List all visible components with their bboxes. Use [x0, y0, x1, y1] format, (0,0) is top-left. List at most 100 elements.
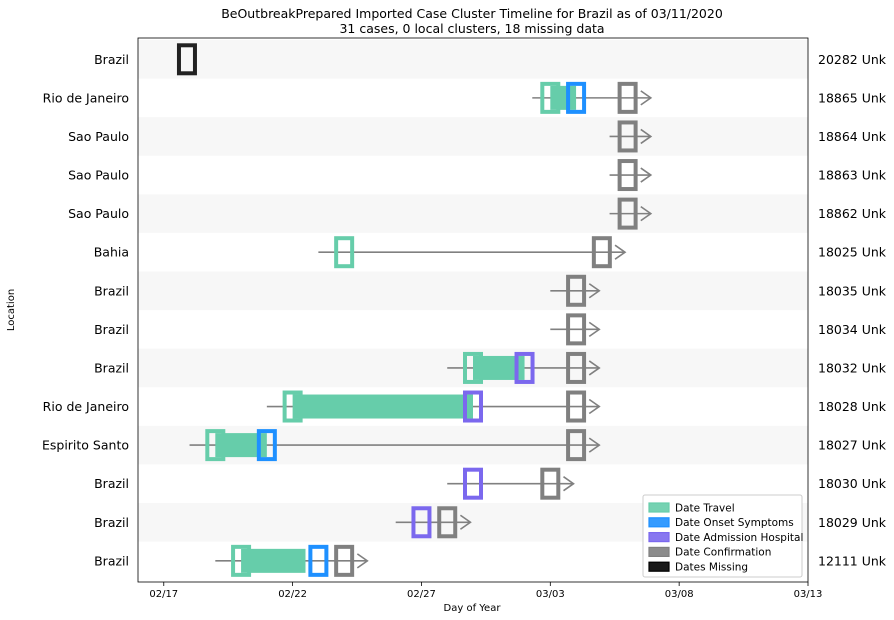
confirmation-date-marker	[566, 313, 587, 346]
travel-start-marker	[282, 390, 303, 423]
case-id-label: 18863 Unk	[818, 168, 887, 183]
case-timeline-arrowhead	[563, 476, 575, 492]
row-band	[138, 40, 808, 79]
legend-swatch-admission	[648, 531, 670, 543]
row-band	[138, 271, 808, 311]
case-id-label: 20282 Unk	[818, 52, 887, 67]
confirmation-date-marker	[617, 159, 638, 192]
case-id-label: 18032 Unk	[818, 360, 887, 375]
case-id-label: 18027 Unk	[818, 438, 887, 453]
row-bands	[138, 40, 808, 542]
case-row-0	[176, 43, 197, 76]
travel-period-bar	[292, 394, 473, 419]
timeline-marks	[176, 43, 653, 577]
case-row-6	[550, 274, 601, 307]
y-axis-label: Location	[6, 289, 17, 331]
location-label: Brazil	[94, 283, 129, 298]
confirmation-date-marker	[617, 81, 638, 114]
legend: Date Travel Date Onset Symptoms Date Admis…	[642, 494, 803, 578]
case-timeline-arrowhead	[459, 514, 472, 530]
case-timeline-arrowhead	[588, 321, 601, 338]
x-axis-ticks: 02/17 02/22 02/27 03/03 03/08 03/13	[149, 582, 822, 600]
case-row-1	[532, 81, 653, 114]
case-row-7	[550, 313, 601, 346]
case-timeline-arrowhead	[640, 128, 653, 145]
location-label: Bahia	[94, 245, 129, 260]
travel-start-marker	[231, 544, 252, 577]
confirmation-date-marker	[540, 467, 561, 500]
case-row-3	[609, 159, 653, 192]
x-tick-label: 03/08	[665, 589, 694, 600]
case-id-label: 18028 Unk	[818, 399, 887, 414]
case-row-11	[447, 467, 575, 500]
case-id-label: 18029 Unk	[818, 515, 887, 530]
case-timeline-arrowhead	[614, 244, 627, 260]
case-row-5	[318, 236, 627, 269]
location-label: Sao Paulo	[68, 168, 129, 183]
onset-date-marker	[256, 429, 277, 462]
case-id-labels: 20282 Unk 18865 Unk 18864 Unk 18863 Unk 1886…	[818, 52, 887, 569]
chart-title-line-2: 31 cases, 0 local clusters, 18 missing d…	[339, 21, 604, 36]
row-band	[138, 117, 808, 156]
case-timeline-arrowhead	[588, 283, 601, 299]
legend-frame	[642, 494, 803, 578]
case-row-12	[395, 506, 472, 539]
admission-date-marker	[463, 390, 483, 423]
case-row-8	[447, 351, 601, 384]
location-label: Brazil	[94, 360, 129, 375]
case-row-4	[609, 197, 653, 230]
travel-start-marker	[540, 81, 561, 114]
case-timeline-arrowhead	[640, 205, 653, 222]
confirmation-date-marker	[566, 274, 587, 307]
confirmation-date-marker	[617, 197, 638, 230]
location-label: Espirito Santo	[42, 438, 129, 453]
admission-date-marker	[514, 351, 535, 384]
case-id-label: 18865 Unk	[818, 90, 887, 105]
case-id-label: 18034 Unk	[818, 322, 887, 337]
chart-title-line-1: BeOutbreakPrepared Imported Case Cluster…	[221, 6, 723, 21]
plot-frame	[137, 37, 809, 583]
confirmation-date-marker	[566, 390, 587, 423]
legend-label-missing: Dates Missing	[675, 562, 748, 574]
x-axis-label: Day of Year	[444, 603, 502, 614]
legend-label-confirmation: Date Confirmation	[675, 547, 771, 559]
travel-start-marker	[205, 429, 226, 462]
location-label: Brazil	[94, 515, 129, 530]
x-tick-label: 02/22	[278, 589, 307, 600]
case-id-label: 18035 Unk	[818, 283, 887, 298]
legend-label-travel: Date Travel	[675, 502, 735, 514]
case-timeline-arrowhead	[356, 553, 369, 569]
y-axis-location-labels: Brazil Rio de Janeiro Sao Paulo Sao Paulo Sa…	[42, 52, 129, 569]
legend-swatch-missing	[648, 561, 670, 572]
location-label: Sao Paulo	[68, 206, 129, 221]
x-tick-label: 03/13	[794, 589, 823, 600]
onset-date-marker	[308, 544, 329, 577]
onset-date-marker	[566, 81, 587, 114]
location-label: Rio de Janeiro	[43, 90, 129, 105]
legend-swatch-travel	[648, 502, 670, 513]
case-id-label: 18030 Unk	[818, 476, 887, 491]
legend-label-admission: Date Admission Hospital	[675, 532, 803, 544]
case-id-label: 18864 Unk	[818, 129, 887, 144]
case-id-label: 18025 Unk	[818, 245, 887, 260]
travel-period-bar	[550, 85, 577, 110]
x-tick-label: 03/03	[536, 589, 565, 600]
location-label: Brazil	[94, 52, 129, 67]
case-timeline-arrowhead	[640, 167, 653, 183]
case-row-10	[189, 429, 601, 462]
legend-swatch-onset	[648, 517, 670, 528]
location-label: Rio de Janeiro	[43, 399, 129, 414]
x-tick-label: 02/17	[149, 589, 178, 600]
legend-swatch-confirmation	[648, 546, 670, 558]
admission-date-marker	[463, 467, 483, 500]
legend-label-onset: Date Onset Symptoms	[675, 517, 794, 529]
travel-period-bar	[241, 548, 306, 573]
location-label: Brazil	[94, 476, 129, 491]
x-tick-label: 02/27	[407, 589, 436, 600]
row-band	[138, 194, 808, 233]
travel-start-marker	[463, 351, 483, 384]
case-timeline-arrowhead	[588, 398, 601, 415]
case-row-9	[266, 390, 601, 423]
location-label: Brazil	[94, 322, 129, 337]
